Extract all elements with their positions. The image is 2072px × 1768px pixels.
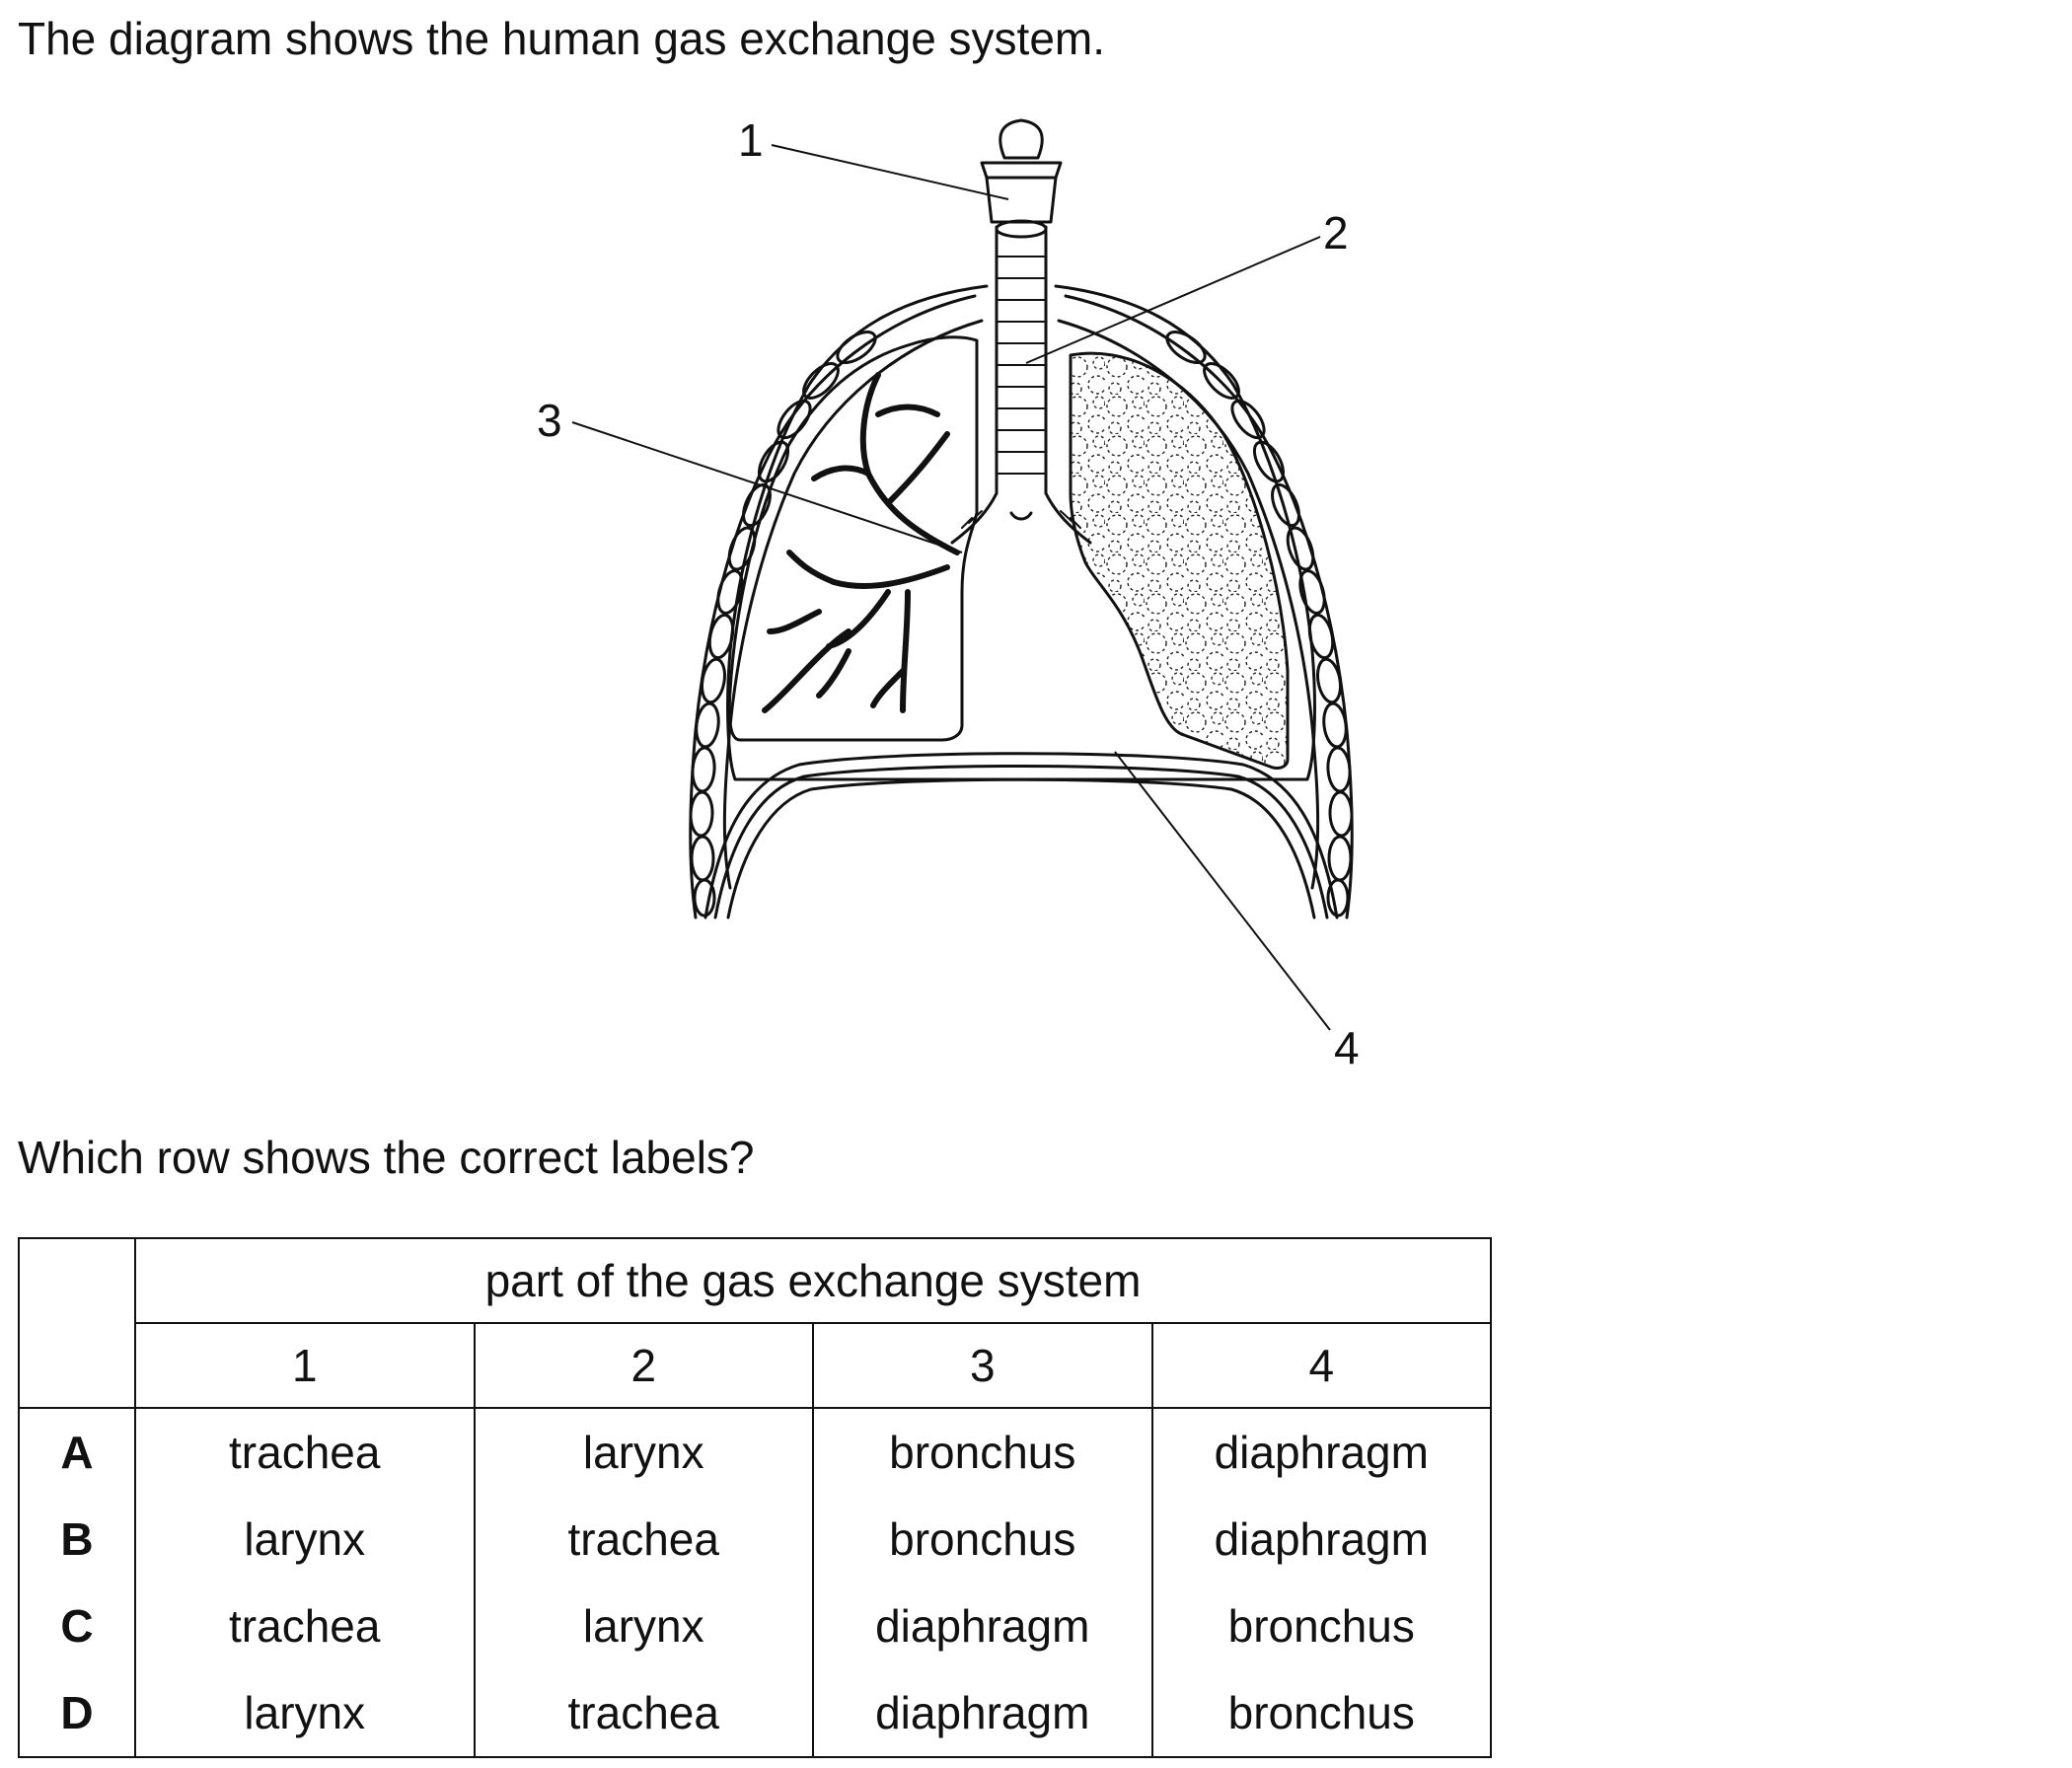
- row-cell: trachea: [474, 1496, 814, 1583]
- answer-options-table: part of the gas exchange system 1 2 3 4 …: [18, 1237, 1493, 1758]
- row-cell: larynx: [135, 1669, 476, 1758]
- row-cell: bronchus: [813, 1408, 1153, 1496]
- table-row[interactable]: D larynx trachea diaphragm bronchus: [18, 1669, 1493, 1758]
- question-intro: The diagram shows the human gas exchange…: [18, 13, 1106, 64]
- row-cell: larynx: [135, 1496, 476, 1583]
- column-header: 3: [812, 1322, 1153, 1409]
- diagram-label-1: 1: [738, 114, 764, 166]
- leader-line-4: [1114, 751, 1331, 1031]
- table-group-header: part of the gas exchange system: [133, 1237, 1493, 1324]
- row-cell: larynx: [474, 1408, 814, 1496]
- row-cell: diaphragm: [813, 1583, 1153, 1669]
- row-letter: D: [18, 1669, 136, 1758]
- row-cell: diaphragm: [1151, 1408, 1493, 1496]
- question-prompt: Which row shows the correct labels?: [18, 1132, 755, 1183]
- row-cell: trachea: [474, 1669, 814, 1758]
- diaphragm-shape: [703, 752, 1339, 920]
- diagram-label-2: 2: [1323, 207, 1349, 258]
- column-header: 4: [1150, 1322, 1493, 1409]
- diagram-label-3: 3: [537, 395, 562, 446]
- bronchial-tree: [762, 372, 960, 713]
- row-cell: trachea: [135, 1583, 476, 1669]
- column-header: 1: [134, 1322, 476, 1409]
- leader-line-2: [1025, 236, 1321, 364]
- leader-line-1: [771, 144, 1009, 200]
- table-row[interactable]: B larynx trachea bronchus diaphragm: [18, 1496, 1493, 1583]
- rib-segments-left: [689, 330, 877, 918]
- table-row[interactable]: C trachea larynx diaphragm bronchus: [18, 1583, 1493, 1669]
- table-corner-cell-lower: [18, 1323, 135, 1409]
- row-cell: trachea: [135, 1408, 476, 1496]
- row-letter: A: [18, 1408, 136, 1496]
- row-cell: bronchus: [1151, 1583, 1493, 1669]
- table-row[interactable]: A trachea larynx bronchus diaphragm: [18, 1408, 1493, 1496]
- row-cell: diaphragm: [1151, 1496, 1493, 1583]
- row-cell: larynx: [474, 1583, 814, 1669]
- left-lung-outline: [727, 335, 979, 742]
- row-letter: C: [18, 1583, 136, 1669]
- rib-segments-right: [1165, 330, 1354, 918]
- column-header: 2: [473, 1322, 814, 1409]
- right-lung-outline: [1069, 351, 1290, 770]
- row-cell: bronchus: [813, 1496, 1153, 1583]
- larynx-shape: [980, 118, 1063, 224]
- row-cell: bronchus: [1151, 1669, 1493, 1758]
- table-corner-cell: [18, 1237, 135, 1323]
- leader-line-3: [571, 421, 963, 553]
- diagram-label-4: 4: [1334, 1022, 1360, 1073]
- row-cell: diaphragm: [813, 1669, 1153, 1758]
- row-letter: B: [18, 1496, 136, 1583]
